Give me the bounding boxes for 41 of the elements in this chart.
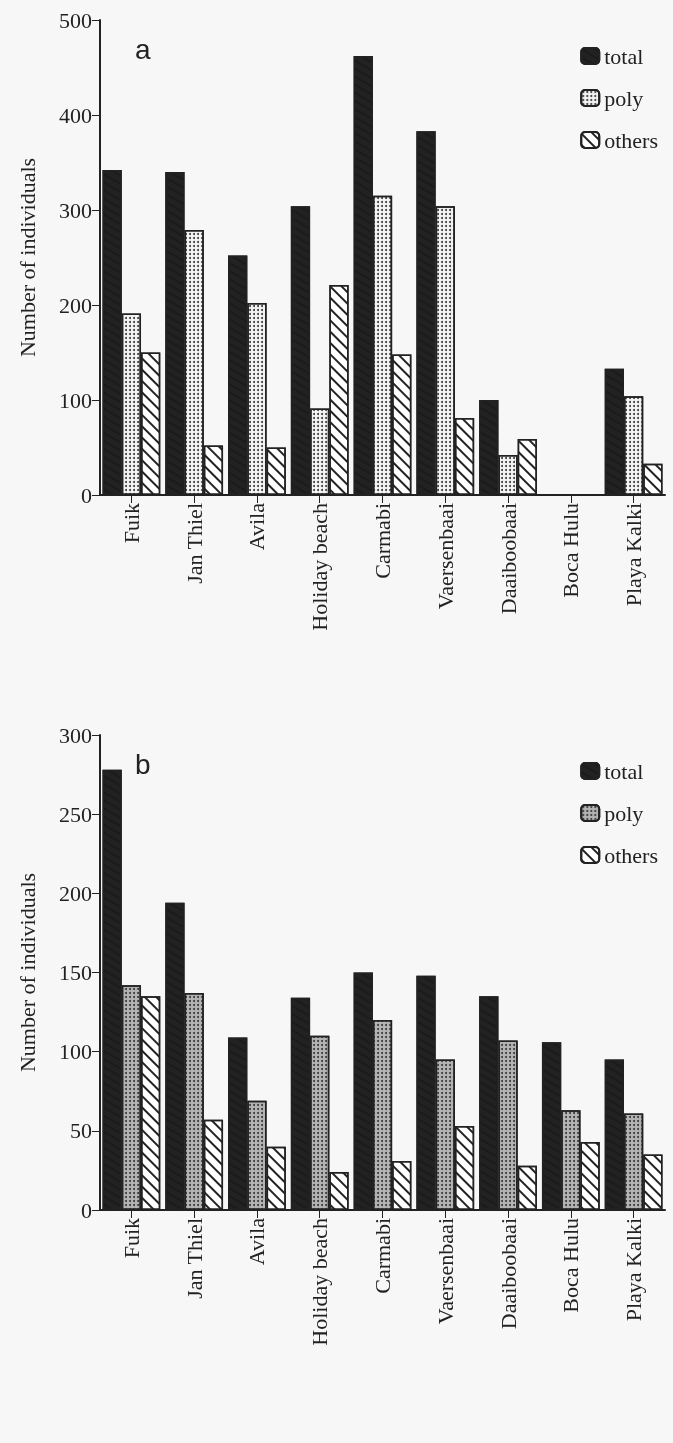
x-tick-label: Playa Kalki	[621, 503, 647, 607]
x-tick-label: Carmabi	[370, 503, 395, 579]
y-tick-label: 250	[59, 801, 92, 827]
y-tick-label: 200	[59, 880, 92, 906]
text: a	[135, 33, 151, 65]
y-tick-label: 100	[59, 1039, 92, 1065]
x-tick-label: Fuik	[118, 503, 144, 544]
y-axis-title: Number of individuals	[14, 157, 40, 358]
y-tick-label: 300	[59, 197, 92, 223]
x-tick-label: Boca Hulu	[558, 1218, 584, 1313]
x-tick-label: Boca Hulu	[558, 503, 584, 598]
y-tick-label: 400	[59, 102, 92, 128]
x-tick-label: Playa Kalki	[621, 1218, 647, 1322]
legend-label: total	[604, 758, 644, 784]
x-tick-label: Holiday beach	[307, 1218, 333, 1346]
x-tick-label: Fuik	[118, 1218, 144, 1259]
legend-label: others	[604, 127, 658, 153]
x-tick-label: Vaersenbaai	[432, 1218, 458, 1325]
y-tick-label: 50	[70, 1118, 92, 1144]
y-tick-label: 150	[59, 960, 92, 985]
legend-label: others	[604, 842, 658, 868]
y-tick-label: 100	[59, 387, 92, 413]
y-tick-label: 200	[59, 292, 92, 318]
x-tick-label: Daaiboobaai	[495, 1218, 521, 1330]
legend-label: poly	[604, 800, 644, 826]
text: b	[135, 748, 151, 780]
x-tick-label: Carmabi	[370, 1218, 395, 1294]
x-tick-label: Daaiboobaai	[495, 503, 521, 615]
y-tick-label: 0	[81, 482, 92, 508]
x-tick-label: Avila	[244, 502, 270, 551]
x-tick-label: Holiday beach	[307, 503, 333, 631]
legend-label: poly	[604, 85, 644, 111]
y-axis-title: Number of individuals	[14, 872, 40, 1073]
x-tick-label: Avila	[244, 1217, 270, 1266]
x-tick-label: Jan Thiel	[181, 1218, 207, 1299]
y-tick-label: 0	[81, 1197, 92, 1223]
x-tick-label: Vaersenbaai	[432, 503, 458, 610]
y-tick-label: 300	[59, 722, 92, 748]
legend-label: total	[604, 43, 644, 69]
x-tick-label: Jan Thiel	[181, 503, 207, 584]
y-tick-label: 500	[59, 7, 92, 33]
